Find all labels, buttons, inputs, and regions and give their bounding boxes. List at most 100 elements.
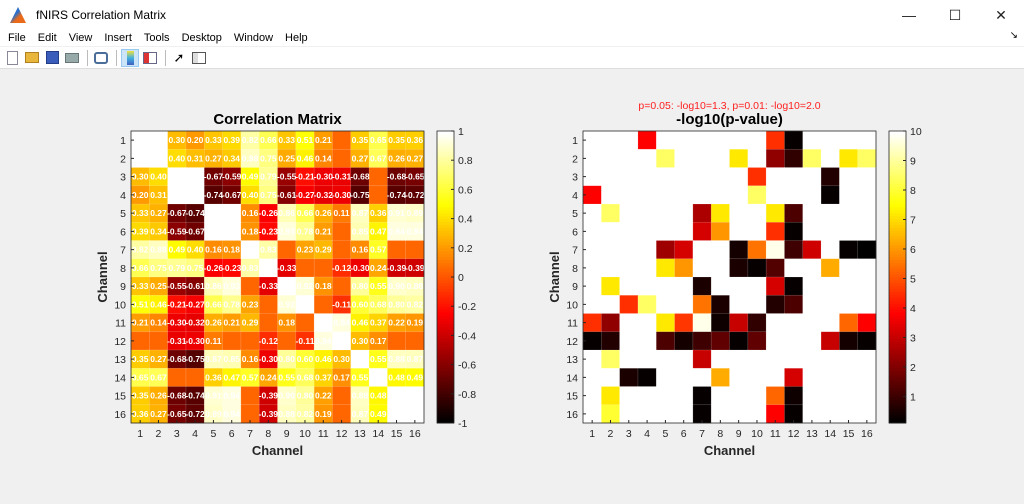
heatmap-cell: [802, 294, 822, 315]
cell-value-label: -0.31: [167, 336, 187, 346]
y-tick-label: 3: [572, 172, 578, 184]
heatmap-cell: [674, 331, 694, 351]
heatmap-cell: [747, 258, 767, 278]
colorbar-segment: [889, 247, 906, 252]
x-axis-label: Channel: [704, 443, 755, 458]
y-tick-label: 15: [114, 391, 126, 403]
heatmap-cell: [839, 167, 859, 187]
cell-value-label: 0.20: [187, 135, 204, 145]
heatmap-cell: [637, 185, 657, 205]
x-tick-label: 9: [284, 428, 290, 440]
heatmap-cell: [601, 313, 621, 333]
colorbar-tick-label: 0.6: [458, 184, 473, 196]
cell-value-label: -0.74: [185, 208, 205, 218]
menu-file[interactable]: File: [8, 32, 26, 44]
colorbar-segment: [437, 358, 454, 363]
heatmap-cell: [747, 130, 767, 150]
colorbar-segment: [889, 312, 906, 316]
y-tick-label: 3: [120, 172, 126, 184]
maximize-button[interactable]: ☐: [948, 6, 962, 23]
colorbar-tick-label: 1: [910, 391, 916, 403]
heatmap-cell: [674, 294, 694, 315]
pointer-icon[interactable]: ➚: [173, 49, 185, 65]
cell-value-label: -0.33: [259, 281, 279, 291]
menu-edit[interactable]: Edit: [37, 32, 57, 44]
cell-value-label: 0.94: [333, 318, 350, 328]
cell-value-label: -0.11: [296, 336, 315, 346]
save-icon[interactable]: [43, 49, 61, 67]
x-tick-label: 12: [788, 428, 800, 440]
cell-value-label: 0.46: [315, 354, 332, 364]
dock-figure-icon[interactable]: ↘: [1009, 30, 1018, 41]
heatmap-cell: [387, 386, 407, 406]
heatmap-cell: [655, 386, 676, 406]
matlab-logo-icon: [10, 7, 26, 23]
heatmap-cell: [619, 276, 639, 296]
colorbar-segment: [889, 277, 906, 281]
colorbar-segment: [437, 221, 454, 225]
colorbar-segment: [437, 224, 454, 228]
heatmap-cell: [637, 240, 657, 260]
heatmap-cell: [277, 331, 297, 351]
menu-view[interactable]: View: [68, 32, 93, 44]
legend-icon[interactable]: [141, 49, 159, 67]
minimize-button[interactable]: —: [902, 7, 916, 23]
colorbar-segment: [437, 145, 454, 150]
cell-value-label: -0.27: [185, 299, 205, 309]
open-folder-icon[interactable]: [23, 49, 41, 67]
colorbar-segment: [437, 212, 454, 217]
cell-value-label: -0.65: [167, 409, 187, 419]
colorbar-tick-label: 5: [910, 273, 916, 285]
heatmap-cell: [710, 167, 731, 187]
colorbar-segment: [889, 297, 906, 301]
colorbar-segment: [889, 189, 906, 193]
cell-value-label: 0.88: [407, 281, 424, 291]
colorbar-segment: [437, 241, 454, 246]
menu-insert[interactable]: Insert: [104, 32, 132, 44]
y-tick-label: 8: [572, 263, 578, 275]
colorbar-segment: [889, 352, 906, 357]
heatmap-cell: [839, 386, 859, 406]
colorbar-segment: [889, 180, 906, 185]
y-tick-label: 5: [572, 208, 578, 220]
heatmap-cell: [857, 221, 877, 242]
cell-value-label: -0.33: [277, 263, 297, 273]
cell-value-label: -0.21: [295, 172, 315, 182]
link-figure-icon[interactable]: [92, 49, 110, 67]
print-icon[interactable]: [63, 49, 81, 67]
new-file-icon[interactable]: [3, 49, 21, 67]
cell-value-label: 0.89: [205, 409, 222, 419]
heatmap-cell: [729, 313, 749, 333]
menu-help[interactable]: Help: [285, 32, 308, 44]
menu-desktop[interactable]: Desktop: [181, 32, 222, 44]
menu-window[interactable]: Window: [233, 32, 274, 44]
heatmap-cell: [839, 367, 859, 388]
cell-value-label: 0.34: [150, 226, 167, 236]
cell-value-label: 0.26: [315, 208, 332, 218]
heatmap-cell: [710, 185, 731, 205]
colorbar-tick-label: 0.8: [458, 155, 473, 167]
heatmap-cell: [619, 313, 639, 333]
heatmap-cell: [710, 386, 731, 406]
colorbar-segment: [889, 338, 906, 342]
cell-value-label: 0.26: [150, 391, 167, 401]
colorbar-segment: [889, 204, 906, 208]
menu-tools[interactable]: Tools: [143, 32, 170, 44]
colorbar-icon[interactable]: [121, 48, 139, 67]
property-inspector-icon[interactable]: [190, 49, 208, 67]
heatmap-cell: [857, 313, 877, 333]
heatmap-cell: [601, 331, 621, 351]
close-button[interactable]: ✕: [995, 6, 1007, 23]
heatmap-cell: [619, 331, 639, 351]
cell-value-label: 0.22: [315, 391, 332, 401]
colorbar-segment: [437, 379, 454, 383]
x-tick-label: 16: [409, 428, 421, 440]
cell-value-label: 0.78: [223, 299, 240, 309]
cell-value-label: 0.27: [150, 208, 167, 218]
heatmap-cell: [619, 258, 639, 278]
cell-value-label: 0.14: [315, 153, 332, 163]
cell-value-label: 0.31: [187, 153, 204, 163]
colorbar-tick-label: 0.2: [458, 243, 473, 255]
cell-value-label: 0.29: [315, 245, 332, 255]
cell-value-label: 0.37: [370, 318, 387, 328]
